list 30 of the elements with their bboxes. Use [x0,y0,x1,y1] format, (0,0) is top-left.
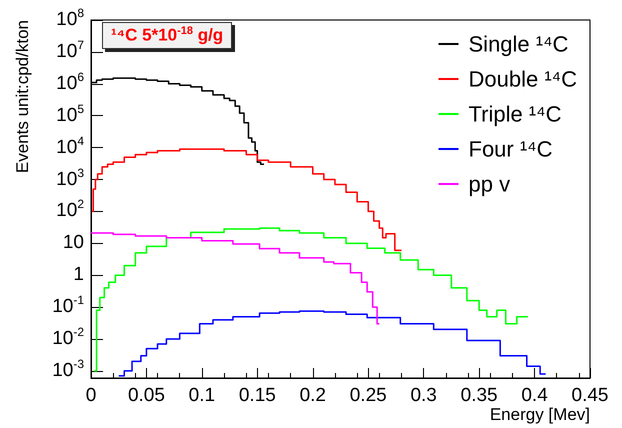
x-tick-label: 0.15 [238,385,276,406]
x-tick-label: 0.2 [300,385,326,406]
legend-label: pp v [468,172,510,196]
y-tick-label: 10 [62,231,84,256]
y-tick-label: 10$^{4}$ [56,134,84,160]
x-tick-label: 0.35 [460,385,498,406]
x-tick-label: 0.4 [521,385,548,406]
legend-label: Triple ¹⁴C [468,102,562,126]
x-tick-label: 0.45 [572,385,608,406]
y-tick-label: 10$^{-1}$ [52,293,84,320]
x-tick-label: 0.25 [350,385,387,406]
x-tick-label: 0 [86,385,96,406]
annotation: ¹⁴C 5*10$^{-18}$ g/g [102,22,232,49]
y-tick-label: 10$^{5}$ [56,102,84,128]
x-tick-label: 0.3 [410,385,437,406]
y-tick-label: 10$^{8}$ [56,6,84,32]
y-tick-label: 10$^{7}$ [56,38,84,64]
y-tick-label: 1 [73,263,84,288]
y-tick-label: 10$^{2}$ [56,197,84,224]
y-tick-label: 10$^{3}$ [56,166,84,192]
legend-label: Double ¹⁴C [468,66,578,92]
y-tick-label: 10$^{-3}$ [52,356,84,383]
x-tick-label: 0.1 [188,385,216,406]
legend-label: Four ¹⁴C [468,136,553,162]
x-tick-label: 0.05 [128,385,165,406]
legend-label: Single ¹⁴C [468,32,569,56]
y-axis-title: Events unit:cpd/kton [13,20,32,174]
x-axis-title: Energy [Mev] [490,405,590,424]
y-tick-label: 10$^{6}$ [56,70,84,96]
y-tick-label: 10$^{-2}$ [52,325,84,352]
